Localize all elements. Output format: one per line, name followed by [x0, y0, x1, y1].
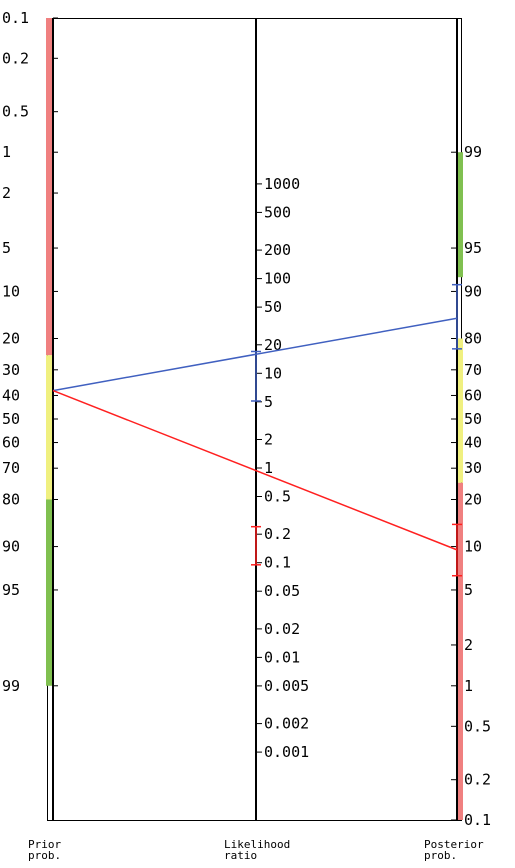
likelihood-tick-label: 0.5 — [264, 488, 291, 506]
likelihood-tick-label: 50 — [264, 298, 282, 316]
posterior-band-0 — [457, 152, 463, 278]
prior-tick-label: 2 — [2, 184, 11, 202]
negative-test-posterior-interval — [452, 523, 462, 577]
posterior-tick-label: 30 — [464, 459, 482, 477]
posterior-tick-label: 5 — [464, 581, 473, 599]
posterior-caption-line2: prob. — [424, 849, 457, 862]
prior-band-1 — [46, 355, 52, 500]
likelihood-tick-label: 0.05 — [264, 582, 300, 600]
negative-test-lr-interval — [251, 525, 261, 566]
prior-tick-label: 20 — [2, 330, 20, 348]
posterior-band-2 — [457, 482, 463, 820]
posterior-tick-label: 1 — [464, 677, 473, 695]
posterior-tick-label: 2 — [464, 636, 473, 654]
likelihood-tick-label: 500 — [264, 203, 291, 221]
prior-tick-label: 90 — [2, 538, 20, 556]
likelihood-tick-label: 0.1 — [264, 554, 291, 572]
likelihood-tick-label: 200 — [264, 241, 291, 259]
likelihood-tick-label: 1 — [264, 459, 273, 477]
posterior-tick-label: 20 — [464, 490, 482, 508]
likelihood-tick-label: 0.002 — [264, 715, 309, 733]
prior-tick-label: 40 — [2, 386, 20, 404]
prior-band-2 — [46, 499, 52, 686]
prior-band-0 — [46, 18, 52, 356]
positive-test-line — [52, 317, 458, 392]
posterior-tick-label: 80 — [464, 330, 482, 348]
posterior-tick-label: 99 — [464, 143, 482, 161]
posterior-tick-label: 0.2 — [464, 771, 491, 789]
prior-tick-label: 5 — [2, 239, 11, 257]
likelihood-tick-label: 1000 — [264, 175, 300, 193]
likelihood-tick-label: 0.02 — [264, 620, 300, 638]
likelihood-caption-line1: Likelihood — [224, 838, 290, 851]
posterior-tick-label: 70 — [464, 361, 482, 379]
prior-tick-label: 95 — [2, 581, 20, 599]
prior-tick-label: 99 — [2, 677, 20, 695]
prior-tick-label: 10 — [2, 282, 20, 300]
positive-test-posterior-interval — [452, 283, 462, 350]
nomogram-frame — [47, 18, 462, 821]
result-lines — [52, 283, 462, 577]
prior-caption-line1: Prior — [28, 838, 61, 851]
negative-test-line — [52, 389, 458, 551]
prior-tick-label: 70 — [2, 459, 20, 477]
prior-tick-label: 50 — [2, 410, 20, 428]
tick-labels: 0.10.20.51251020304050607080909599100050… — [2, 9, 491, 829]
posterior-tick-label: 0.5 — [464, 717, 491, 735]
likelihood-tick-label: 100 — [264, 270, 291, 288]
prior-tick-label: 1 — [2, 143, 11, 161]
posterior-tick-label: 95 — [464, 239, 482, 257]
positive-test-lr-interval — [251, 350, 261, 402]
prior-caption-line2: prob. — [28, 849, 61, 862]
prior-tick-label: 0.1 — [2, 9, 29, 27]
posterior-tick-label: 0.1 — [464, 811, 491, 829]
posterior-tick-label: 40 — [464, 434, 482, 452]
axis-color-bands — [46, 18, 463, 820]
likelihood-caption-line2: ratio — [224, 849, 257, 862]
likelihood-tick-label: 0.2 — [264, 525, 291, 543]
posterior-caption-line1: Posterior — [424, 838, 484, 851]
likelihood-tick-label: 10 — [264, 364, 282, 382]
prior-tick-label: 30 — [2, 361, 20, 379]
prior-tick-label: 80 — [2, 490, 20, 508]
posterior-tick-label: 60 — [464, 386, 482, 404]
tick-marks — [53, 17, 457, 821]
prior-tick-label: 0.5 — [2, 103, 29, 121]
posterior-tick-label: 50 — [464, 410, 482, 428]
likelihood-tick-label: 2 — [264, 430, 273, 448]
prior-tick-label: 60 — [2, 434, 20, 452]
prior-tick-label: 0.2 — [2, 49, 29, 67]
likelihood-tick-label: 20 — [264, 336, 282, 354]
likelihood-tick-label: 5 — [264, 393, 273, 411]
likelihood-tick-label: 0.01 — [264, 648, 300, 666]
posterior-tick-label: 90 — [464, 282, 482, 300]
likelihood-tick-label: 0.005 — [264, 677, 309, 695]
posterior-band-1 — [457, 338, 463, 483]
posterior-tick-label: 10 — [464, 538, 482, 556]
likelihood-tick-label: 0.001 — [264, 743, 309, 761]
